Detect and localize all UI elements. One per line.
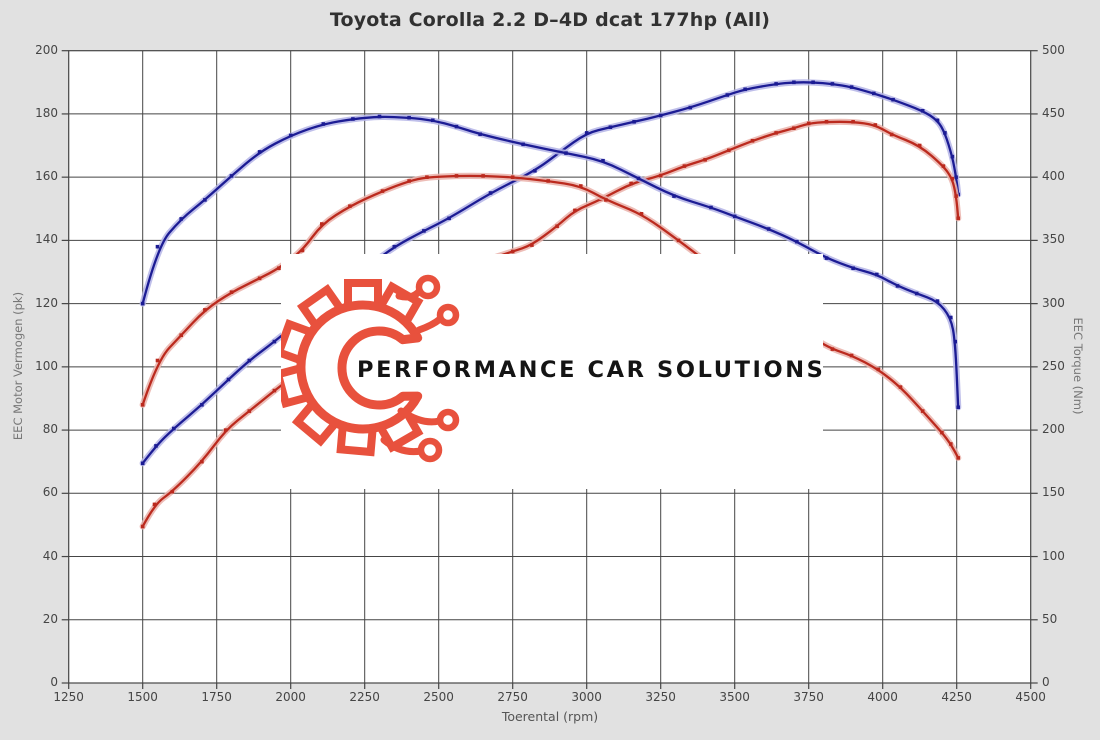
y-axis-label-left: EEC Motor Vermogen (pk): [11, 291, 25, 441]
watermark-text: PERFORMANCE CAR SOLUTIONS: [357, 356, 826, 383]
gear-circuit-icon: [281, 274, 460, 463]
chart-title: Toyota Corolla 2.2 D–4D dcat 177hp (All): [329, 9, 771, 31]
x-axis-label: Toerental (rpm): [501, 709, 599, 724]
y-axis-label-right: EEC Torque (Nm): [1071, 317, 1085, 415]
watermark: PERFORMANCE CAR SOLUTIONS: [281, 254, 823, 489]
